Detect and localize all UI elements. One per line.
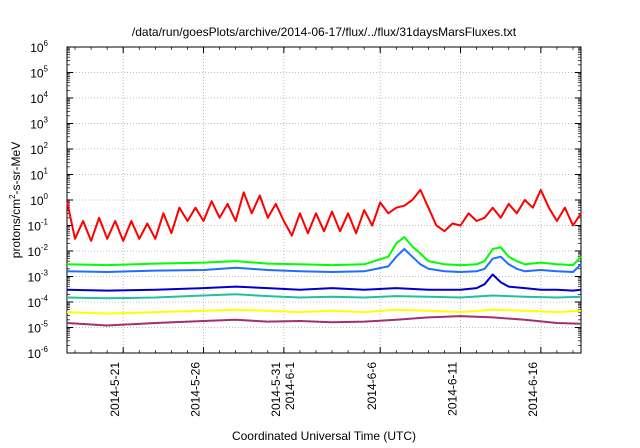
y-tick-label: 10-4 xyxy=(28,294,49,310)
x-tick-label: 2014-6-6 xyxy=(365,362,379,410)
y-axis-label: protons/cm2-s-sr-MeV xyxy=(8,142,23,258)
series-lines xyxy=(66,188,582,327)
y-tick-label: 105 xyxy=(30,65,48,81)
y-tick-labels: 10-6 10-5 10-4 10-3 10-2 10-1 100 101 102 103 104 1… xyxy=(28,39,49,361)
x-tick-labels: 2014-5-21 2014-5-26 2014-5-31 2014-6-1 2014-… xyxy=(108,362,540,417)
chart-title: /data/run/goesPlots/archive/2014-06-17/f… xyxy=(132,25,517,39)
x-tick-label: 2014-5-21 xyxy=(108,362,122,417)
series-line-1 xyxy=(66,188,582,242)
y-tick-label: 10-2 xyxy=(28,243,49,259)
series-line-7 xyxy=(66,315,582,327)
y-tick-label: 106 xyxy=(30,39,48,55)
x-tick-label: 2014-6-1 xyxy=(283,362,297,410)
plot-frame xyxy=(66,46,582,354)
y-tick-label: 104 xyxy=(30,90,48,106)
grid-lines xyxy=(67,47,581,353)
series-line-4 xyxy=(66,273,582,292)
x-tick-label: 2014-5-26 xyxy=(189,362,203,417)
y-tick-label: 102 xyxy=(30,141,48,157)
y-tick-label: 10-3 xyxy=(28,269,49,285)
y-tick-label: 10-6 xyxy=(28,345,49,361)
series-line-6 xyxy=(66,308,582,315)
y-tick-label: 101 xyxy=(30,167,48,183)
y-tick-label: 103 xyxy=(30,116,48,132)
axis-ticks xyxy=(67,46,581,354)
series-line-3 xyxy=(66,248,582,273)
y-tick-label: 10-1 xyxy=(28,218,49,234)
x-tick-label: 2014-6-11 xyxy=(446,362,460,416)
y-tick-label: 100 xyxy=(30,192,48,208)
y-tick-label: 10-5 xyxy=(28,320,49,336)
series-line-5 xyxy=(66,293,582,300)
x-axis-label: Coordinated Universal Time (UTC) xyxy=(232,429,416,443)
x-tick-label: 2014-6-16 xyxy=(526,362,540,417)
series-line-2 xyxy=(66,236,582,267)
x-tick-label: 2014-5-31 xyxy=(269,362,283,417)
